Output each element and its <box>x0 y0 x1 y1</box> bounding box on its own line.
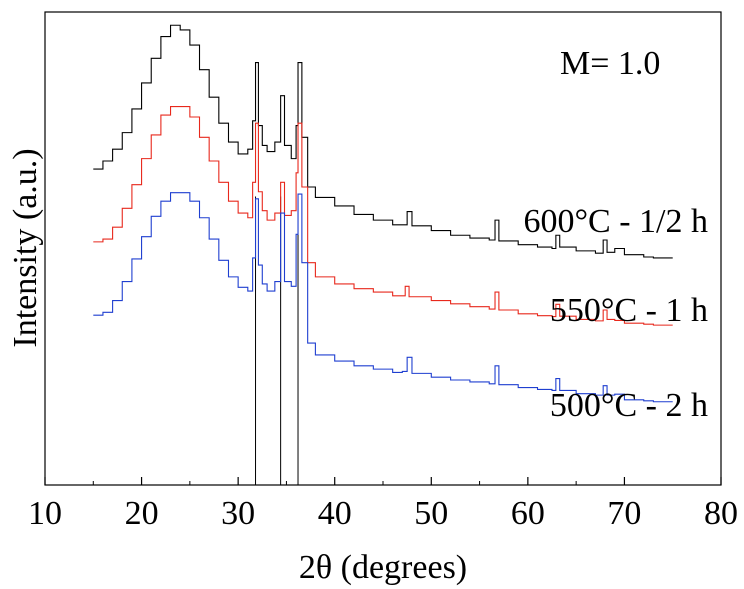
x-axis-ticks: 10 20 30 40 50 60 70 80 <box>28 477 738 532</box>
y-axis-label: Intensity (a.u.) <box>7 148 44 347</box>
x-tick-label: 40 <box>318 495 352 532</box>
x-tick-label: 70 <box>607 495 641 532</box>
series-layer <box>93 24 673 403</box>
x-tick-label: 80 <box>704 495 738 532</box>
annotation-m-value: M= 1.0 <box>560 45 660 82</box>
x-tick-label: 60 <box>511 495 545 532</box>
reference-lines <box>255 196 299 485</box>
x-tick-label: 20 <box>125 495 159 532</box>
series-label-500: 500°C - 2 h <box>550 387 708 424</box>
x-tick-label: 10 <box>28 495 62 532</box>
x-tick-label: 50 <box>414 495 448 532</box>
series-label-600: 600°C - 1/2 h <box>523 203 708 240</box>
series-label-550: 550°C - 1 h <box>550 292 708 329</box>
x-tick-label: 30 <box>221 495 255 532</box>
series-line-1 <box>93 106 673 326</box>
x-axis-label: 2θ (degrees) <box>299 549 467 586</box>
series-line-2 <box>93 192 673 403</box>
